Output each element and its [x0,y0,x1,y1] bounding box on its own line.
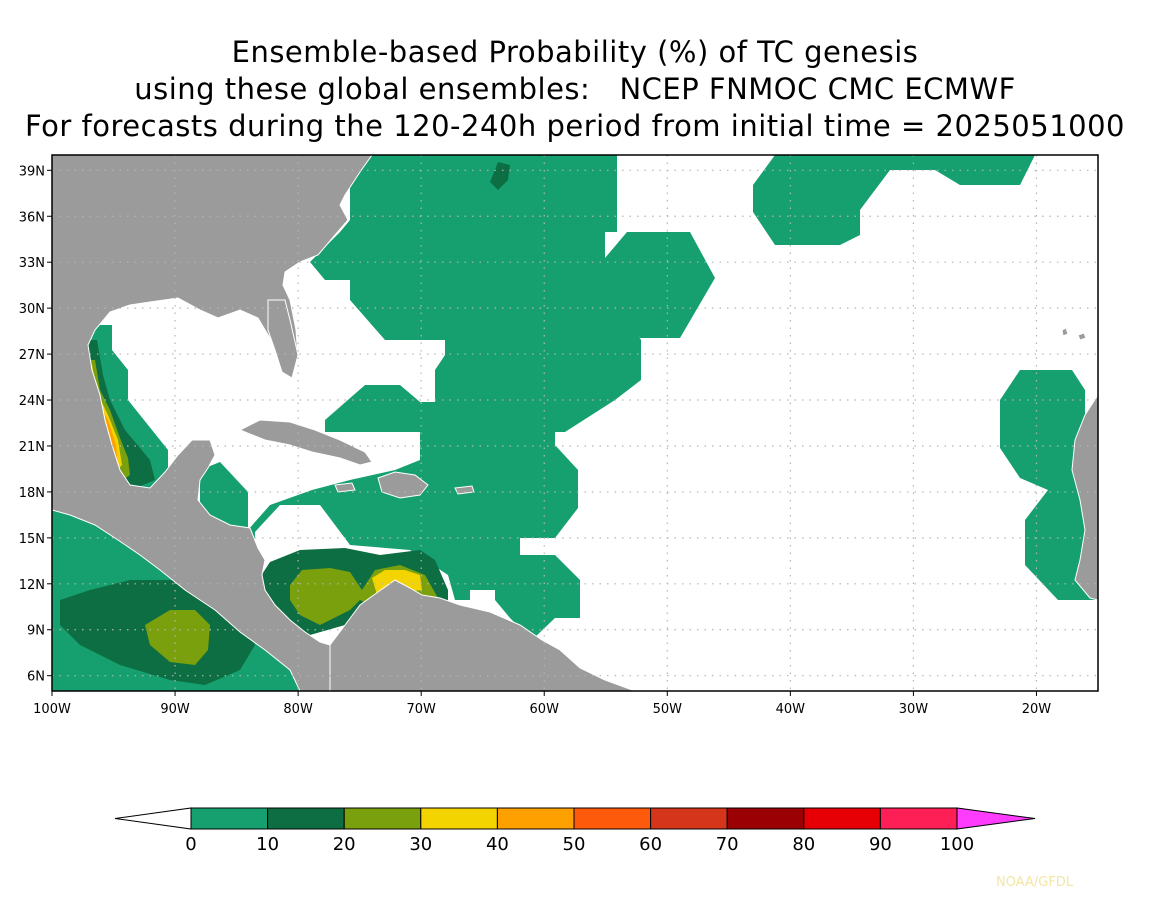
axis-ticks: 100W 90W 80W 70W 60W 50W 40W 30W 20W 39N 36N 33N 30N… [19,164,1052,717]
colorbar-level-label: 90 [869,834,892,855]
colorbar-cell [267,807,345,830]
colorbar-level-label: 50 [563,834,586,855]
lat-tick-label: 27N [19,348,45,363]
colorbar: 0 10 20 30 40 50 60 70 80 90 100 [114,807,1036,855]
colorbar-cell [343,807,422,830]
colorbar-cell [726,807,805,830]
colorbar-level-label: 60 [639,834,662,855]
lon-tick-label: 20W [1022,702,1052,717]
colorbar-level-label: 70 [716,834,739,855]
lat-tick-label: 9N [27,624,45,639]
map-frame [51,154,1099,692]
map-content [52,155,1098,691]
lon-tick-label: 50W [653,702,683,717]
colorbar-level-label: 80 [792,834,815,855]
colorbar-level-label: 100 [940,834,974,855]
colorbar-cell [420,807,498,830]
lon-tick-label: 90W [160,702,190,717]
colorbar-under-arrow [114,807,192,830]
lon-tick-label: 100W [33,702,71,717]
colorbar-cell [803,807,881,830]
lon-tick-label: 80W [283,702,313,717]
title-line-3: For forecasts during the 120-240h period… [24,109,1126,143]
colorbar-level-label: 20 [333,834,356,855]
figure-title: Ensemble-based Probability (%) of TC gen… [0,34,1150,145]
lon-tick-label: 60W [530,702,560,717]
lon-tick-label: 30W [899,702,929,717]
colorbar-cell [190,807,269,830]
lat-tick-label: 21N [19,440,45,455]
lat-tick-label: 15N [19,532,45,547]
credit-text: NOAA/GFDL [996,875,1074,890]
colorbar-cell [879,807,958,830]
lat-tick-label: 36N [19,210,45,225]
colorbar-level-label: 10 [256,834,279,855]
title-line-2: using these global ensembles: NCEP FNMOC… [134,72,1016,106]
lat-tick-label: 39N [19,164,45,179]
land-areas [52,155,1098,691]
lat-tick-label: 18N [19,486,45,501]
colorbar-level-label: 0 [185,834,196,855]
colorbar-over-arrow [956,807,1036,830]
lon-tick-label: 40W [776,702,806,717]
title-line-1: Ensemble-based Probability (%) of TC gen… [231,35,919,69]
lat-tick-label: 33N [19,256,45,271]
lon-tick-label: 70W [406,702,436,717]
colorbar-cell [650,807,728,830]
colorbar-cell [496,807,575,830]
colorbar-cell [573,807,652,830]
lat-tick-label: 12N [19,578,45,593]
lat-tick-label: 30N [19,302,45,317]
colorbar-level-label: 40 [486,834,509,855]
colorbar-level-label: 30 [409,834,432,855]
lat-tick-label: 6N [27,670,45,685]
lat-tick-label: 24N [19,394,45,409]
